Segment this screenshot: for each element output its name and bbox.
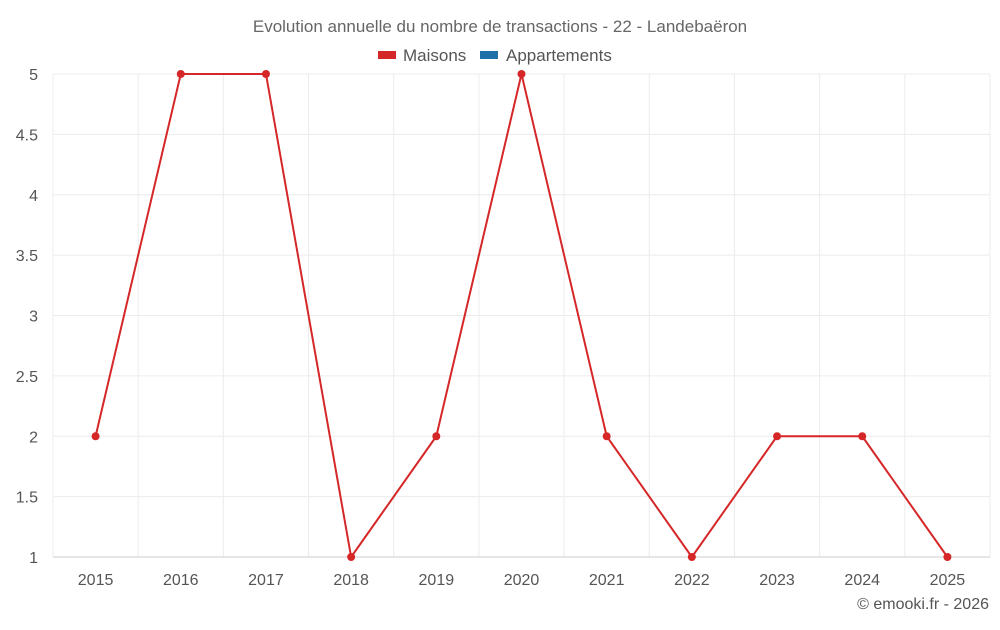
data-point-maisons-2015[interactable]	[91, 432, 100, 441]
data-point-maisons-2020[interactable]	[517, 70, 526, 78]
x-tick-label: 2023	[759, 572, 795, 589]
data-point-maisons-2023[interactable]	[773, 432, 782, 441]
data-point-maisons-2018[interactable]	[347, 553, 356, 561]
legend-item-appartements[interactable]: Appartements	[506, 46, 612, 65]
y-tick-label: 1.5	[16, 490, 38, 507]
legend-swatch-maisons	[378, 51, 396, 59]
axes: 1 1.5 2 2.5 3 3.5 4 4.5 5 2015 2016 2017 2018 2019 202…	[16, 67, 990, 589]
y-tick-label: 1	[29, 550, 38, 567]
chart-title: Evolution annuelle du nombre de transact…	[253, 17, 747, 36]
x-tick-label: 2021	[589, 572, 625, 589]
y-tick-label: 4	[29, 188, 38, 205]
series-maisons	[91, 70, 952, 561]
data-point-maisons-2022[interactable]	[687, 553, 696, 561]
data-point-maisons-2019[interactable]	[432, 432, 441, 441]
legend-swatch-appartements	[480, 51, 498, 59]
grid	[52, 73, 991, 558]
x-tick-label: 2015	[78, 572, 114, 589]
data-point-maisons-2021[interactable]	[602, 432, 611, 441]
legend-item-maisons[interactable]: Maisons	[403, 46, 466, 65]
x-tick-label: 2022	[674, 572, 710, 589]
x-tick-label: 2019	[419, 572, 455, 589]
x-tick-label: 2025	[930, 572, 966, 589]
x-tick-label: 2016	[163, 572, 199, 589]
x-tick-label: 2024	[844, 572, 880, 589]
x-tick-label: 2020	[504, 572, 540, 589]
legend: Maisons Appartements	[378, 46, 612, 65]
data-point-maisons-2024[interactable]	[858, 432, 867, 441]
y-tick-label: 3.5	[16, 248, 38, 265]
x-tick-label: 2018	[333, 572, 369, 589]
y-tick-label: 2	[29, 429, 38, 446]
data-point-maisons-2016[interactable]	[176, 70, 185, 78]
data-point-maisons-2025[interactable]	[943, 553, 952, 561]
y-tick-label: 3	[29, 309, 38, 326]
y-tick-label: 2.5	[16, 369, 38, 386]
credit-text: © emooki.fr - 2026	[857, 596, 989, 613]
y-tick-label: 5	[29, 67, 38, 84]
y-tick-label: 4.5	[16, 127, 38, 144]
x-tick-label: 2017	[248, 572, 284, 589]
data-point-maisons-2017[interactable]	[261, 70, 270, 78]
